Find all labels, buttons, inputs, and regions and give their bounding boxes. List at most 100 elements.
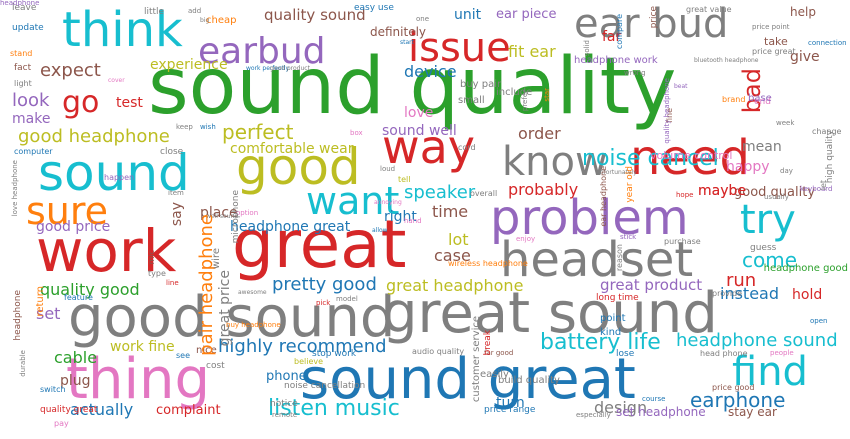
word-ear-headphone: ear headphone [599, 166, 608, 227]
word-give: give [790, 49, 820, 65]
word-headphone: headphone [13, 290, 23, 341]
word-volume-control: volume control [650, 149, 733, 162]
word-solid: solid [583, 40, 591, 57]
word-set: set [36, 304, 61, 323]
word-good-sound: good sound [68, 285, 396, 350]
word-bluetooth-headphone: bluetooth headphone [694, 57, 759, 64]
word-mic: mic [147, 250, 156, 265]
word-earbud: earbud [198, 31, 326, 72]
word-usually: usually [764, 193, 789, 201]
word-long-time: long time [596, 293, 639, 303]
word-quality-headphone: quality headphone [663, 78, 671, 144]
word-sure: sure [26, 189, 109, 233]
word-start: start [400, 39, 414, 46]
word-device: device [404, 62, 457, 81]
word-lose: lose [616, 349, 635, 359]
word-order: order [518, 124, 561, 143]
word-microphone: microphone [231, 190, 241, 244]
word-overall: overall [470, 189, 498, 198]
word-loud: loud [380, 165, 396, 173]
word-maybe: maybe [698, 183, 747, 199]
word-durable: durable [19, 350, 27, 377]
word-work-perfectly: work perfectly [246, 65, 290, 72]
word-close: close [160, 147, 184, 157]
word-annoying: annoying [374, 199, 402, 206]
word-course: course [642, 395, 666, 403]
word-listen-music: listen music [268, 396, 400, 421]
word-return: return [35, 286, 46, 317]
word-headset: headset [500, 232, 694, 288]
word-need: need [630, 130, 750, 186]
word-good-quality: good quality [734, 185, 816, 200]
word-pretty-good: pretty good [272, 274, 377, 295]
word-actually: actually [70, 400, 134, 419]
word-earphone: earphone [690, 388, 786, 412]
word-base: base [748, 93, 772, 104]
word-hope: hope [676, 191, 694, 199]
word-enjoy: enjoy [516, 235, 536, 243]
word-cost: cost [206, 361, 225, 371]
word-go: go [62, 85, 100, 120]
word-people: people [770, 349, 794, 357]
word-happen: happen [104, 173, 135, 182]
word-probably: probably [508, 180, 579, 199]
word-head-phone: head phone [700, 349, 748, 358]
word-hand: hand [404, 217, 422, 225]
word-case: case [434, 246, 471, 265]
word-work-fine: work fine [110, 339, 175, 355]
word-issue: issue [408, 25, 511, 71]
word-maybe: maybe [698, 183, 747, 199]
word-turn: turn [496, 395, 525, 411]
word-headphone-good: headphone good [763, 263, 848, 274]
word-cheap: cheap [206, 15, 237, 26]
word-far: far [602, 29, 622, 45]
word-design: design [594, 398, 648, 417]
word-complaint: complaint [156, 403, 221, 418]
word-connection: connection [808, 39, 847, 47]
word-especially: especially [576, 411, 611, 419]
word-find: find [732, 349, 808, 395]
word-cord: cord [458, 143, 476, 152]
word-keyboard: keyboard [800, 185, 833, 193]
word-make: make [12, 111, 51, 127]
word-nice: nice [196, 345, 217, 356]
word-work: work [36, 217, 177, 285]
word-ear-bud: ear bud [574, 1, 729, 47]
word-good-headphone: good headphone [18, 126, 170, 147]
word-keep: keep [176, 123, 193, 131]
word-great: great [232, 206, 407, 283]
word-price-great: price great [752, 47, 796, 56]
word-awesome: awesome [238, 289, 267, 296]
word-sound-well: sound well [382, 123, 457, 139]
word-price-point: price point [752, 23, 790, 31]
word-believe: believe [294, 357, 324, 366]
word-easily: easily [480, 369, 509, 380]
word-unfortunately: unfortunately [596, 169, 637, 176]
word-expect: expect [40, 60, 101, 81]
word-tell: tell [398, 175, 411, 184]
word-price: price [649, 6, 659, 29]
word-buy-headphone: buy headphone [226, 321, 281, 329]
word-wireless-headphone: wireless headphone [448, 259, 528, 268]
word-headphone: headphone [0, 0, 40, 7]
word-point: point [600, 313, 626, 324]
word-wire: wire [211, 248, 222, 270]
word-little: little [144, 7, 165, 17]
word-quality-sound: quality sound [264, 6, 366, 24]
word-set-headphone: set headphone [616, 405, 706, 419]
word-easy-use: easy use [354, 3, 394, 13]
word-love: love [404, 105, 434, 121]
word-one: one [416, 15, 430, 23]
word-try: try [740, 197, 796, 243]
word-lot: lot [448, 230, 469, 249]
word-price-good: price good [712, 383, 755, 392]
word-end: end [754, 97, 771, 107]
word-fact: fact [14, 63, 32, 73]
word-cable: cable [54, 348, 98, 367]
word-line: line [166, 279, 179, 287]
word-add: add [188, 7, 202, 15]
word-pay: pay [54, 419, 69, 428]
word-far-good: far good [484, 349, 514, 357]
word-provide: provide [712, 289, 743, 298]
